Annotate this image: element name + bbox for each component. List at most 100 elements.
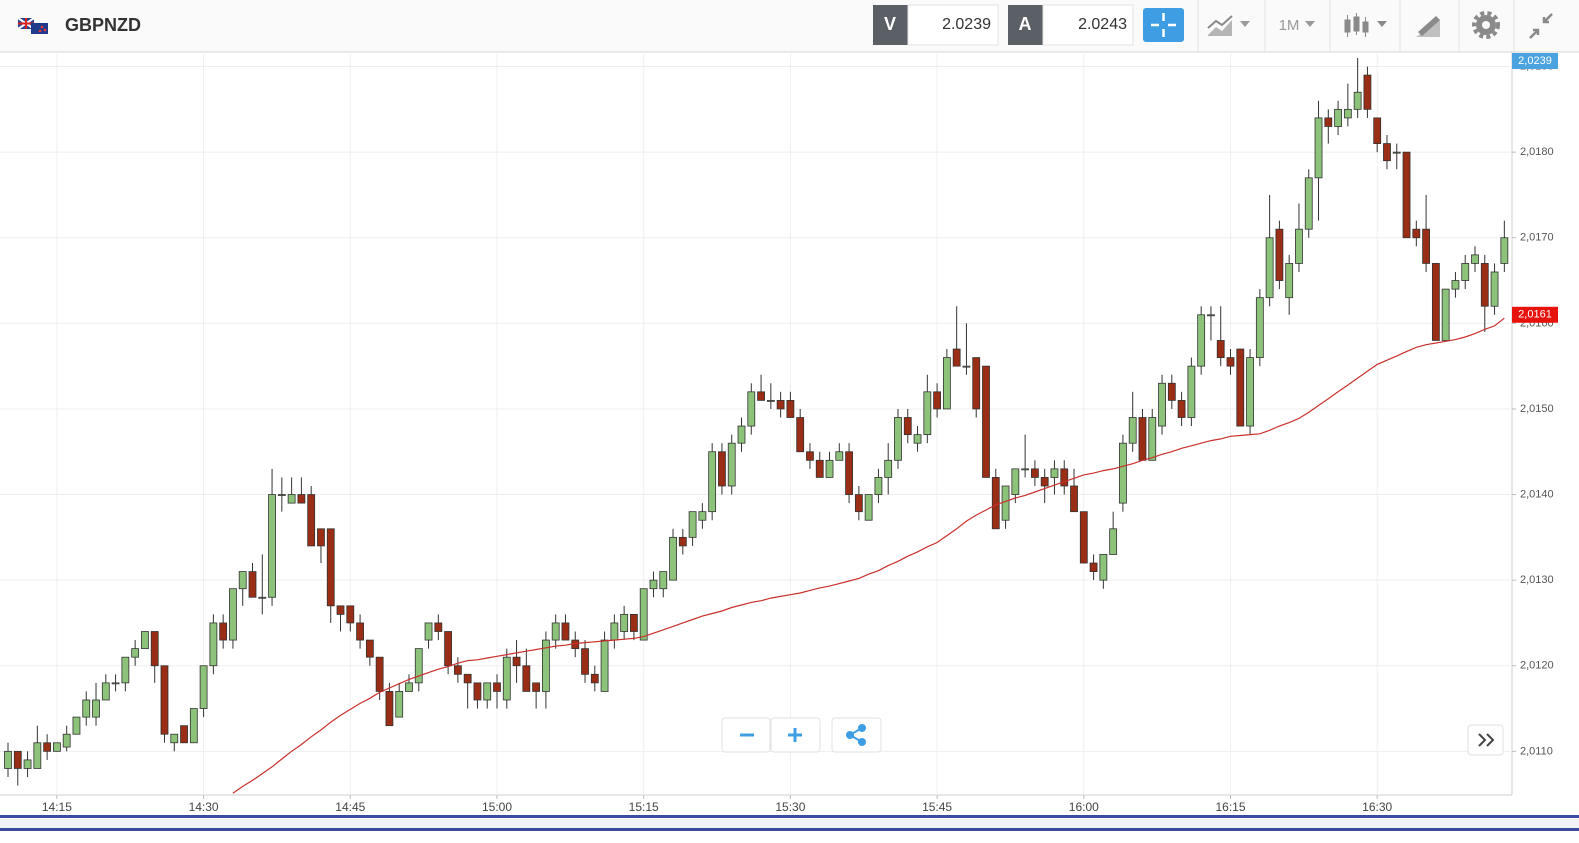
candle-body bbox=[825, 459, 834, 478]
candle-body bbox=[4, 750, 12, 769]
moving-average-line bbox=[232, 317, 1505, 794]
candle-body bbox=[542, 639, 550, 692]
candle-body bbox=[854, 494, 863, 513]
candle-body bbox=[424, 622, 433, 641]
candle-body bbox=[473, 682, 482, 701]
candle-body bbox=[884, 459, 893, 478]
zoom-in-button[interactable] bbox=[770, 717, 821, 753]
candle-body bbox=[43, 742, 52, 752]
candle-body bbox=[1011, 468, 1020, 495]
candle-body bbox=[972, 357, 981, 410]
collapse-button[interactable] bbox=[1529, 13, 1553, 39]
candle-body bbox=[170, 733, 179, 744]
candle-body bbox=[669, 536, 677, 581]
candle-body bbox=[1392, 151, 1401, 154]
candle-body bbox=[258, 596, 267, 599]
x-tick-label: 16:00 bbox=[1069, 800, 1099, 814]
candle-body bbox=[53, 742, 61, 752]
candle-body bbox=[835, 451, 844, 461]
candle-body bbox=[1119, 442, 1127, 504]
bid-label: V bbox=[884, 14, 896, 34]
zoom-out-button[interactable] bbox=[721, 717, 771, 753]
candle-body bbox=[141, 631, 149, 650]
candle-body bbox=[1177, 399, 1186, 418]
x-tick-label: 16:30 bbox=[1362, 800, 1392, 814]
y-tick-label: 2,0140 bbox=[1520, 488, 1554, 500]
candle-body bbox=[1138, 417, 1147, 461]
candle-body bbox=[737, 425, 746, 444]
ask-label: A bbox=[1019, 14, 1032, 34]
candle-body bbox=[1500, 237, 1509, 264]
candle-body bbox=[82, 699, 91, 718]
candle-body bbox=[776, 399, 785, 410]
candle-body bbox=[630, 613, 638, 632]
ask-box[interactable] bbox=[1042, 4, 1134, 46]
candle-body bbox=[952, 348, 961, 367]
candle-body bbox=[1353, 91, 1362, 110]
candle-body bbox=[1246, 357, 1254, 427]
candle-body bbox=[1079, 511, 1088, 564]
chart-type-button[interactable] bbox=[1207, 15, 1250, 36]
candle-body bbox=[150, 631, 159, 667]
candle-body bbox=[933, 391, 941, 410]
scroll-end-button[interactable] bbox=[1467, 724, 1504, 756]
candle-body bbox=[551, 622, 560, 641]
settings-button[interactable] bbox=[1472, 11, 1500, 39]
x-tick-label: 14:15 bbox=[42, 800, 72, 814]
candle-body bbox=[1236, 348, 1245, 427]
candle-body bbox=[375, 656, 384, 692]
y-tick-label: 2,0110 bbox=[1520, 745, 1553, 757]
candle-body bbox=[229, 588, 237, 641]
candle-body bbox=[1060, 468, 1069, 487]
crosshair-button[interactable] bbox=[1143, 8, 1184, 42]
candle-body bbox=[796, 417, 805, 453]
x-tick-label: 14:30 bbox=[189, 800, 219, 814]
candle-body bbox=[903, 417, 912, 436]
candle-body bbox=[356, 622, 364, 641]
timeframe[interactable]: 1M bbox=[1279, 17, 1300, 34]
drawing-tool-button[interactable] bbox=[1416, 16, 1440, 37]
navigator[interactable] bbox=[0, 819, 1579, 828]
bid-price: 2.0239 bbox=[942, 16, 991, 33]
candle-body bbox=[522, 665, 531, 692]
candle-style-button[interactable] bbox=[1344, 13, 1387, 37]
candle-body bbox=[1050, 468, 1059, 478]
x-tick-label: 15:15 bbox=[629, 800, 659, 814]
candle-body bbox=[326, 528, 335, 607]
candle-body bbox=[1255, 297, 1264, 358]
ask-badge[interactable] bbox=[1008, 5, 1043, 45]
candle-body bbox=[1070, 485, 1078, 513]
candle-body bbox=[1040, 477, 1049, 487]
x-tick-label: 14:45 bbox=[335, 800, 365, 814]
candle-body bbox=[23, 759, 32, 769]
candle-body bbox=[13, 750, 22, 769]
candle-body bbox=[483, 682, 492, 701]
candle-body bbox=[405, 682, 413, 692]
candle-body bbox=[33, 742, 42, 769]
candle-body bbox=[1441, 288, 1450, 341]
y-tick-label: 2,0130 bbox=[1520, 574, 1554, 586]
candle-body bbox=[991, 477, 1000, 530]
candle-body bbox=[1089, 562, 1098, 572]
candle-body bbox=[678, 536, 687, 547]
candle-body bbox=[688, 511, 697, 538]
candle-body bbox=[1001, 485, 1010, 521]
candle-body bbox=[659, 571, 668, 590]
share-button[interactable] bbox=[831, 717, 882, 753]
candle-body bbox=[219, 622, 228, 641]
y-tick-label: 2,0180 bbox=[1520, 146, 1554, 158]
candle-body bbox=[268, 494, 276, 598]
candle-body bbox=[727, 442, 736, 487]
candle-body bbox=[1314, 117, 1323, 179]
candle-body bbox=[815, 459, 824, 478]
candle-body bbox=[1207, 314, 1215, 317]
candle-body bbox=[1324, 117, 1333, 127]
candle-body bbox=[365, 639, 374, 658]
toolbar bbox=[0, 0, 1579, 52]
candle-body bbox=[1109, 528, 1118, 555]
x-tick-label: 15:00 bbox=[482, 800, 512, 814]
x-tick-label: 16:15 bbox=[1215, 800, 1245, 814]
candle-body bbox=[238, 571, 247, 590]
bid-box[interactable] bbox=[907, 4, 999, 46]
bid-badge[interactable] bbox=[873, 5, 908, 45]
